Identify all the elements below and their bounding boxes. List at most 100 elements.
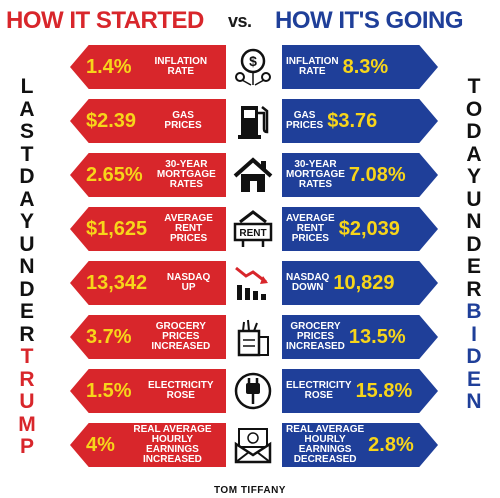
left-value: 4% <box>86 433 115 456</box>
footer-brand: TOM TIFFANY <box>214 485 286 496</box>
caption-letter: O <box>465 97 483 121</box>
caption-letter: R <box>19 367 35 391</box>
right-value: $2,039 <box>338 217 400 240</box>
caption-letter: S <box>19 120 34 143</box>
dollar-balloon-icon: $ <box>233 47 273 87</box>
caption-letter: N <box>19 255 35 278</box>
right-label: NASDAQ DOWN <box>286 272 330 293</box>
left-arrow-banner: 2.65% 30-YEAR MORTGAGE RATES <box>70 153 226 197</box>
right-value: 8.3% <box>342 55 389 78</box>
comparison-row: 13,342 NASDAQ UP NASDAQ DOWN 10,829 <box>0 260 500 306</box>
left-label: ELECTRICITY ROSE <box>148 380 214 401</box>
left-arrow-banner: 1.4% INFLATION RATE <box>70 45 226 89</box>
caption-letter: T <box>467 75 481 98</box>
right-label: ELECTRICITY ROSE <box>286 380 352 401</box>
left-arrow-banner: 13,342 NASDAQ UP <box>70 261 226 305</box>
chart-down-icon <box>233 263 273 303</box>
grocery-bag-icon <box>233 317 273 357</box>
left-value: 1.4% <box>86 55 132 78</box>
right-value: 7.08% <box>348 163 406 186</box>
left-value: 2.65% <box>86 163 143 186</box>
right-arrow-banner: GROCERY PRICES INCREASED 13.5% <box>282 315 438 359</box>
left-label: INFLATION RATE <box>154 56 208 77</box>
left-label: GROCERY PRICES INCREASED <box>151 321 211 352</box>
comparison-row: $1,625 AVERAGE RENT PRICES RENT AVERAGE REN… <box>0 206 500 252</box>
plug-icon <box>233 371 273 411</box>
right-arrow-banner: AVERAGE RENT PRICES $2,039 <box>282 207 438 251</box>
right-label: GROCERY PRICES INCREASED <box>286 321 345 352</box>
gas-pump-icon <box>233 101 273 141</box>
footer: TOM TIFFANY <box>0 480 500 498</box>
left-value: $1,625 <box>86 217 148 240</box>
caption-letter: T <box>20 345 34 368</box>
caption-letter: U <box>19 232 35 256</box>
caption-letter: E <box>466 367 481 391</box>
left-label: AVERAGE RENT PRICES <box>164 213 213 244</box>
svg-text:RENT: RENT <box>239 228 266 239</box>
left-value: 1.5% <box>86 379 132 402</box>
right-label: INFLATION RATE <box>286 56 339 77</box>
left-label: GAS PRICES <box>164 110 202 131</box>
svg-text:$: $ <box>249 53 257 69</box>
caption-letter: M <box>18 412 36 436</box>
caption-letter: N <box>466 390 482 413</box>
caption-letter: R <box>19 322 35 346</box>
right-arrow-banner: 30-YEAR MORTGAGE RATES 7.08% <box>282 153 438 197</box>
left-label: REAL AVERAGE HOURLY EARNINGS INCREASED <box>133 424 212 465</box>
left-label: 30-YEAR MORTGAGE RATES <box>156 159 216 190</box>
right-value: 10,829 <box>333 271 395 294</box>
right-arrow-banner: REAL AVERAGE HOURLY EARNINGS DECREASED 2.… <box>282 423 438 467</box>
caption-letter: D <box>466 232 482 256</box>
caption-letter: R <box>466 277 482 301</box>
right-arrow-banner: ELECTRICITY ROSE 15.8% <box>282 369 438 413</box>
vs-label: vs. <box>228 11 252 31</box>
comparison-row: 2.65% 30-YEAR MORTGAGE RATES 30-YEAR MORTG… <box>0 152 500 198</box>
caption-letter: B <box>466 300 482 323</box>
right-value: 13.5% <box>348 325 406 348</box>
caption-letter: D <box>466 345 482 368</box>
caption-letter: D <box>19 277 35 301</box>
rent-sign-icon: RENT <box>233 209 273 249</box>
right-label: REAL AVERAGE HOURLY EARNINGS DECREASED <box>286 424 365 465</box>
left-value: 13,342 <box>86 271 148 294</box>
comparison-row: 1.4% INFLATION RATE $ INFLATION RATE 8.3% <box>0 44 500 90</box>
caption-letter: A <box>466 142 482 166</box>
right-arrow-banner: GAS PRICES $3.76 <box>282 99 438 143</box>
caption-letter: D <box>19 165 35 188</box>
caption-letter: E <box>466 255 481 278</box>
comparison-row: $2.39 GAS PRICES GAS PRICES $3.76 <box>0 98 500 144</box>
left-value: $2.39 <box>86 109 137 132</box>
caption-letter: D <box>466 120 482 143</box>
caption-letter: A <box>19 97 35 121</box>
caption-letter: P <box>19 435 34 458</box>
caption-letter: E <box>19 300 34 323</box>
right-value: 2.8% <box>368 433 414 456</box>
comparison-row: 1.5% ELECTRICITY ROSE ELECTRICITY ROSE 15.8… <box>0 368 500 414</box>
right-arrow-banner: INFLATION RATE 8.3% <box>282 45 438 89</box>
left-arrow-banner: 1.5% ELECTRICITY ROSE <box>70 369 226 413</box>
caption-letter: L <box>20 75 34 98</box>
money-envelope-icon <box>233 425 273 465</box>
left-arrow-banner: 4% REAL AVERAGE HOURLY EARNINGS INCREASED <box>70 423 226 467</box>
comparison-row: 3.7% GROCERY PRICES INCREASED GROCERY PRIC… <box>0 314 500 360</box>
caption-letter: U <box>466 187 482 211</box>
caption-letter: Y <box>19 210 34 233</box>
right-label: GAS PRICES <box>286 110 324 131</box>
left-label: NASDAQ UP <box>166 272 211 293</box>
right-arrow-banner: NASDAQ DOWN 10,829 <box>282 261 438 305</box>
right-label: 30-YEAR MORTGAGE RATES <box>286 159 345 190</box>
caption-letter: A <box>19 187 35 211</box>
caption-letter: U <box>19 390 35 413</box>
left-arrow-banner: $1,625 AVERAGE RENT PRICES <box>70 207 226 251</box>
caption-letter: T <box>20 142 34 166</box>
caption-letter: N <box>466 210 482 233</box>
left-arrow-banner: 3.7% GROCERY PRICES INCREASED <box>70 315 226 359</box>
right-value: 15.8% <box>355 379 413 402</box>
comparison-row: 4% REAL AVERAGE HOURLY EARNINGS INCREASED… <box>0 422 500 468</box>
right-label: AVERAGE RENT PRICES <box>286 213 335 244</box>
caption-letter: Y <box>466 165 481 188</box>
caption-letter: I <box>471 322 477 346</box>
right-header-title: HOW IT'S GOING <box>275 7 464 34</box>
